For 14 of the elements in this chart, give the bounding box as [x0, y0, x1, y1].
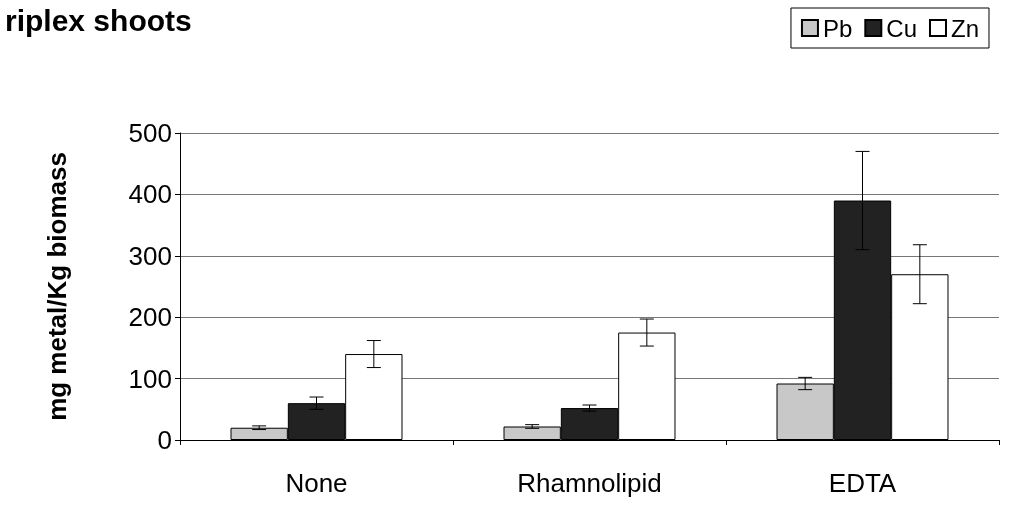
y-tick-label: 400 — [128, 179, 172, 210]
chart-title: riplex shoots — [5, 3, 192, 37]
y-tick-label: 100 — [128, 363, 172, 394]
x-tick-label: Rhamnolipid — [517, 468, 662, 498]
y-tick-label: 500 — [128, 118, 172, 148]
y-tick-label: 0 — [157, 425, 172, 455]
x-tick-label: None — [285, 468, 348, 498]
y-tick-label: 300 — [128, 240, 172, 271]
legend-label: Zn — [950, 14, 980, 42]
legend-label: Cu — [886, 14, 917, 42]
y-tick-label: 200 — [128, 302, 172, 333]
x-tick-label: EDTA — [828, 468, 897, 498]
y-axis-title: mg metal/Kg biomass — [42, 152, 72, 421]
legend-label: Pb — [822, 14, 853, 42]
